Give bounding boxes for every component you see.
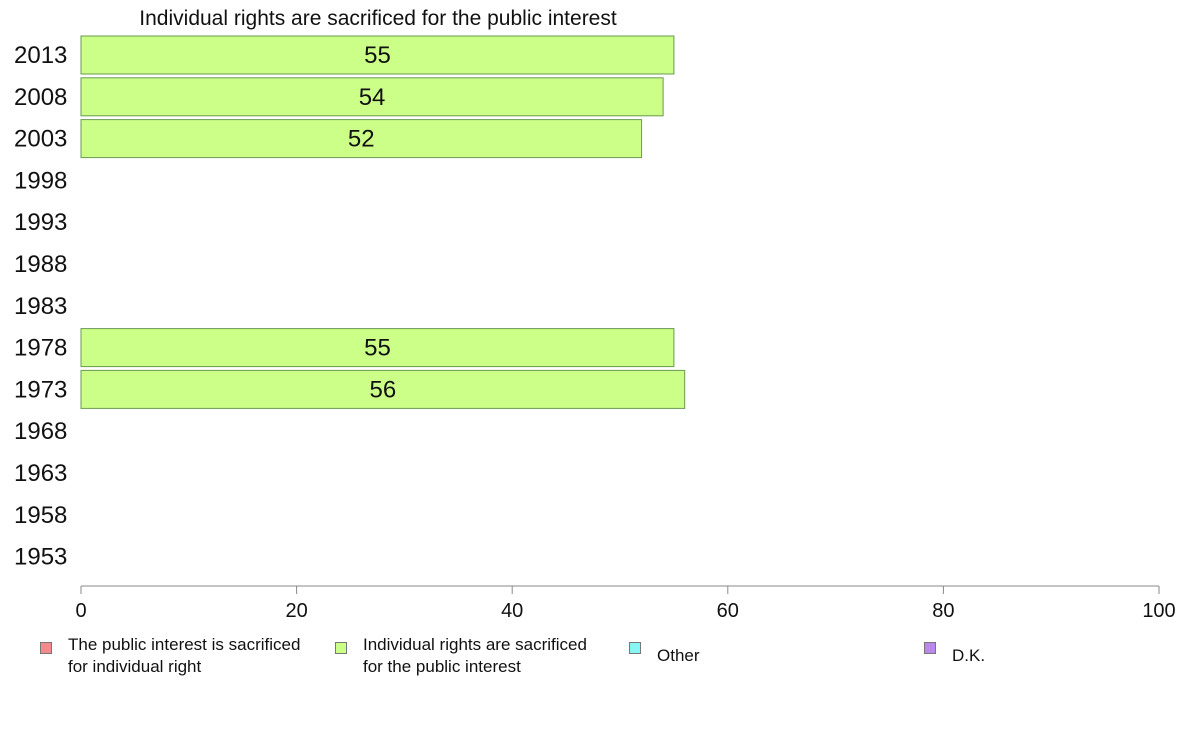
bar-value-label: 55	[364, 42, 391, 69]
bars-group: 55 54 52 55 56	[80, 35, 686, 409]
year-label: 2013	[14, 42, 67, 69]
x-tick-label: 80	[932, 600, 954, 622]
year-label: 1958	[14, 502, 67, 529]
year-labels: 2013 2008 2003 1998 1993 1988 1983 1978 1973 1968…	[14, 42, 67, 571]
legend-item-dk: D.K.	[924, 634, 985, 667]
year-label: 1963	[14, 460, 67, 487]
legend-label: Individual rights are sacrificed for the…	[363, 635, 587, 676]
x-tick-label: 0	[75, 600, 86, 622]
legend-swatch	[40, 642, 52, 654]
legend-swatch	[924, 642, 936, 654]
x-tick-label: 40	[501, 600, 523, 622]
legend-item-individual-rights-sacrificed: Individual rights are sacrificed for the…	[335, 634, 587, 678]
legend: The public interest is sacrificed for in…	[0, 634, 1188, 694]
year-label: 1968	[14, 418, 67, 445]
year-label: 1983	[14, 293, 67, 320]
legend-swatch	[335, 642, 347, 654]
bar	[80, 369, 686, 409]
x-tick-label: 20	[285, 600, 307, 622]
year-label: 1953	[14, 544, 67, 571]
year-label: 1978	[14, 335, 67, 362]
bar-value-label: 52	[348, 126, 375, 153]
bar-value-label: 54	[359, 84, 386, 111]
year-label: 1988	[14, 251, 67, 278]
legend-label: Other	[657, 646, 700, 665]
year-label: 2003	[14, 126, 67, 153]
legend-label: The public interest is sacrificed for in…	[68, 635, 301, 676]
year-label: 2008	[14, 84, 67, 111]
x-tick-label: 100	[1142, 600, 1175, 622]
legend-item-other: Other	[629, 634, 700, 667]
bar	[80, 119, 643, 159]
bar	[80, 328, 675, 368]
chart-title: Individual rights are sacrificed for the…	[139, 7, 617, 30]
legend-swatch	[629, 642, 641, 654]
legend-item-public-interest-sacrificed: The public interest is sacrificed for in…	[40, 634, 300, 678]
legend-label: D.K.	[952, 646, 986, 665]
year-label: 1993	[14, 209, 67, 236]
year-label: 1998	[14, 167, 67, 194]
bar-value-label: 56	[369, 376, 396, 403]
bar	[80, 35, 675, 75]
chart: Individual rights are sacrificed for the…	[14, 7, 1176, 622]
x-tick-label: 60	[717, 600, 739, 622]
x-axis: 0 20 40 60 80 100	[75, 585, 1176, 622]
year-label: 1973	[14, 376, 67, 403]
bar	[80, 77, 664, 117]
bar-value-label: 55	[364, 335, 391, 362]
